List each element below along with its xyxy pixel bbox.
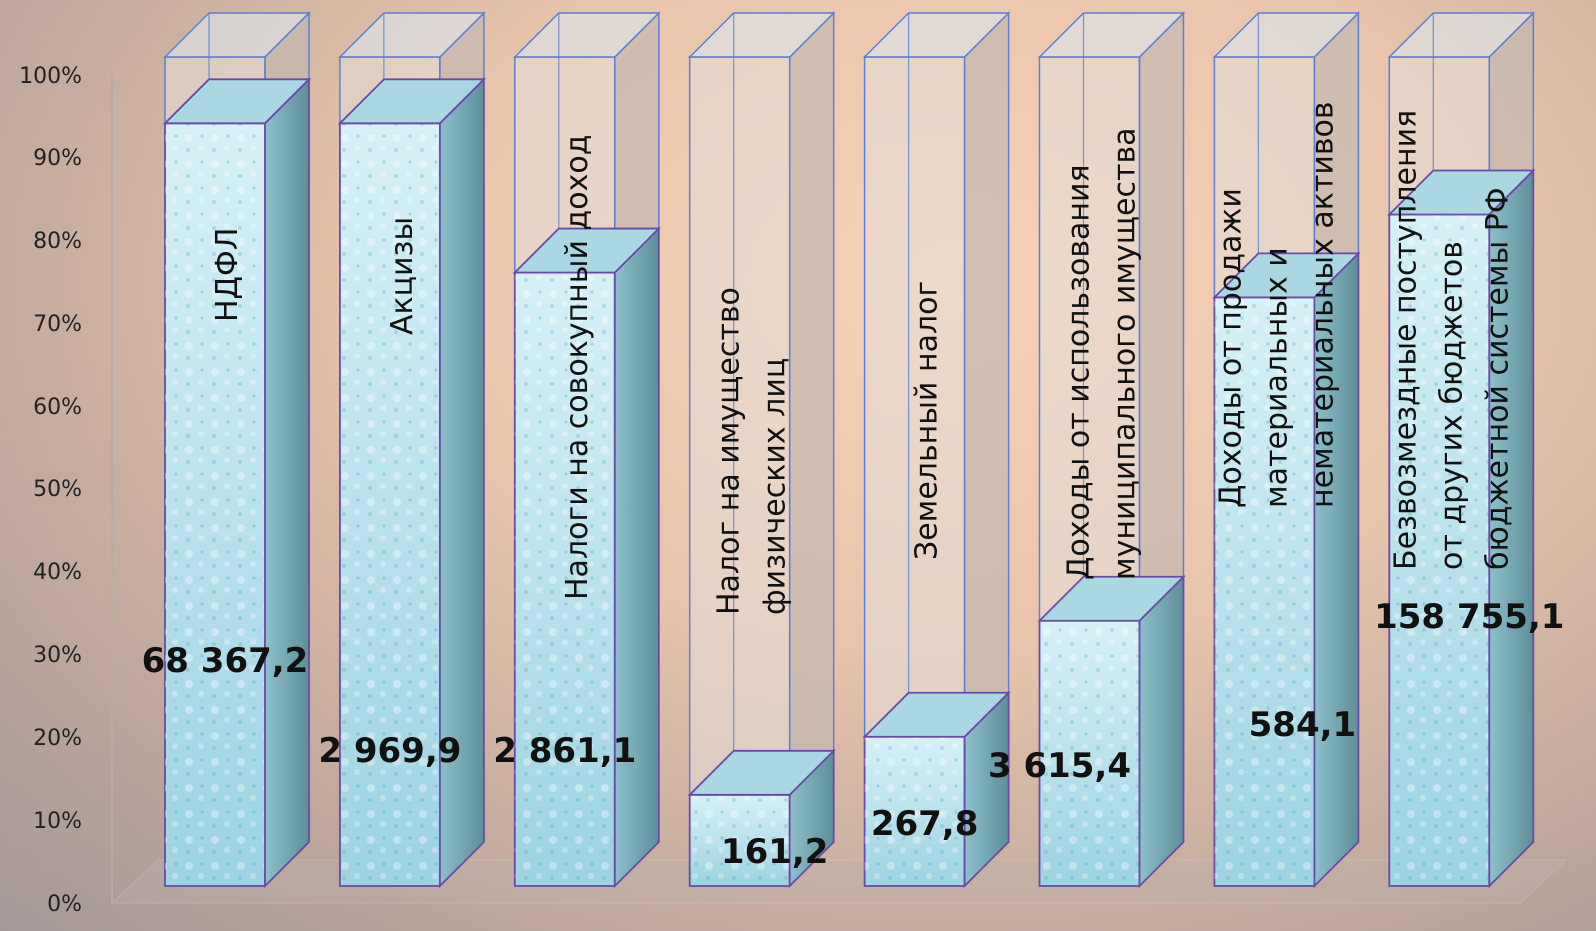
bar-fill-side	[264, 77, 310, 889]
category-label-line: Земельный налог	[910, 281, 945, 560]
y-tick-label: 50%	[33, 477, 82, 502]
bar-fill-top	[687, 749, 836, 796]
y-tick-label: 60%	[33, 395, 82, 420]
bar-empty-top	[163, 12, 311, 58]
bar-3: Налоги на совокупный доход 2 861,1	[493, 11, 661, 889]
bar-empty-side	[1138, 11, 1185, 623]
category-label: НДФЛ	[210, 228, 245, 322]
chart-floor	[110, 859, 1568, 904]
bar-fill-texture	[165, 123, 265, 886]
bar-fill-top	[1387, 169, 1536, 216]
y-tick-label: 70%	[33, 312, 82, 337]
bar-fill-texture	[1039, 620, 1140, 886]
bar-fill-top	[162, 78, 312, 125]
bar-fill-texture	[864, 736, 965, 886]
category-label-line: муниципального имущества	[1108, 127, 1143, 580]
y-tick-label: 80%	[33, 229, 82, 254]
category-label: Налоги на совокупный доход	[560, 135, 595, 600]
value-label: 584,1	[1249, 705, 1357, 745]
bar-empty-top	[687, 12, 836, 58]
y-tick-label: 90%	[33, 146, 82, 171]
category-label-line: Доходы от продажи	[1213, 188, 1248, 508]
bar-fill-top	[862, 691, 1011, 738]
category-label: Безвозмездные поступления от других бюдже…	[1388, 110, 1515, 570]
bar-1: НДФЛ 68 367,2	[142, 11, 312, 889]
category-label: Земельный налог	[910, 281, 945, 560]
bar-fill-texture	[689, 794, 790, 886]
value-label: 2 861,1	[493, 731, 636, 771]
category-label-line: Налог на имущество	[712, 287, 747, 615]
y-tick-label: 100%	[19, 64, 82, 89]
category-label-line: Налоги на совокупный доход	[560, 135, 595, 600]
category-label-line: нематериальных активов	[1305, 101, 1340, 508]
bar-4: Налог на имущество физических лиц 161,2	[687, 11, 836, 889]
bar-2: Акцизы 2 969,9	[318, 11, 487, 889]
value-label: 161,2	[721, 832, 829, 872]
category-label-line: бюджетной системы РФ	[1480, 187, 1515, 570]
value-label: 3 615,4	[988, 746, 1131, 786]
value-label: 267,8	[871, 804, 979, 844]
value-label: 2 969,9	[318, 731, 461, 771]
bar-6: Доходы от использования муниципального им…	[988, 11, 1186, 889]
bar-empty-side	[788, 11, 835, 797]
category-label: Налог на имущество физических лиц	[712, 287, 793, 615]
bar-5: Земельный налог 267,8	[862, 11, 1011, 889]
y-tick-label: 30%	[33, 643, 82, 668]
category-label-line: Акцизы	[385, 217, 420, 335]
value-label: 158 755,1	[1374, 597, 1564, 637]
bar-fill-top	[1037, 575, 1186, 622]
bar-fill-texture	[1389, 214, 1490, 886]
value-label: 68 367,2	[142, 641, 309, 681]
bar-fill-top	[512, 227, 661, 274]
bar-8: Безвозмездные поступления от других бюдже…	[1374, 11, 1564, 889]
category-label: Акцизы	[385, 217, 420, 335]
bar-empty-top	[1037, 12, 1186, 58]
bar-fill-side	[613, 226, 660, 889]
y-tick-label: 10%	[33, 809, 82, 834]
category-label-line: Доходы от использования	[1062, 164, 1097, 580]
bar-fill-top	[337, 78, 487, 125]
bar-empty-top	[1212, 12, 1361, 58]
bar-empty-top	[512, 12, 661, 58]
category-label-line: НДФЛ	[210, 228, 245, 322]
bar-empty-top	[862, 12, 1011, 58]
y-tick-label: 0%	[47, 892, 82, 917]
bar-fill-texture	[514, 272, 615, 886]
category-label-line: физических лиц	[758, 358, 793, 615]
category-label-line: от других бюджетов	[1434, 241, 1469, 570]
bar-7: Доходы от продажи материальных и нематериа…	[1212, 11, 1361, 889]
category-label-line: Безвозмездные поступления	[1388, 110, 1423, 570]
bar-empty-top	[1387, 12, 1536, 58]
y-tick-label: 40%	[33, 560, 82, 585]
bar-empty-side	[963, 11, 1010, 739]
bar-fill-texture	[339, 123, 440, 886]
category-label: Доходы от использования муниципального им…	[1062, 127, 1143, 580]
y-tick-label: 20%	[33, 726, 82, 751]
bar-fill-texture	[1214, 297, 1315, 886]
bar-fill-top	[1212, 252, 1361, 299]
bar-empty-top	[338, 12, 486, 58]
category-label-line: материальных и	[1259, 247, 1294, 508]
bar-fill-side	[1138, 574, 1185, 889]
category-label: Доходы от продажи материальных и нематериа…	[1213, 101, 1340, 508]
